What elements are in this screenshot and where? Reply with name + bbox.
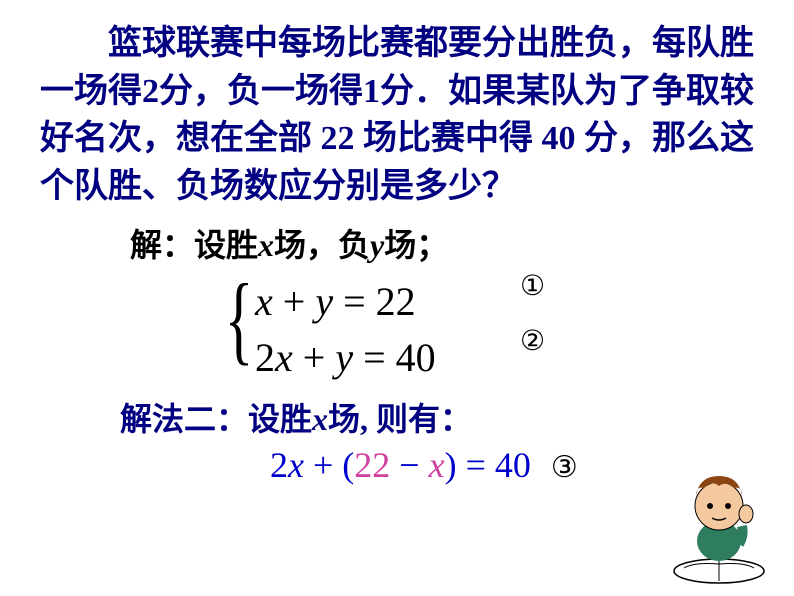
equation-2: 2x + y = 40	[255, 330, 754, 386]
eq3-22: 22	[354, 445, 390, 485]
eye-left-icon	[707, 503, 713, 509]
var-y: y	[370, 227, 384, 263]
eq2-coef: 2	[255, 335, 275, 380]
eq1-x: x	[255, 279, 273, 324]
sol2-prefix: 解法二：设胜	[120, 401, 312, 437]
sol2-suffix: 场, 则有：	[328, 401, 472, 437]
hand-icon	[739, 505, 753, 523]
eq3-plus-paren: + (	[304, 445, 354, 485]
label-2: ②	[520, 324, 545, 358]
eq2-plus: +	[303, 335, 336, 380]
eq3-rest: ) = 40	[445, 445, 531, 485]
equation-1: x + y = 22	[255, 274, 754, 330]
eq2-rhs: 40	[396, 335, 436, 380]
eq1-y: y	[315, 279, 333, 324]
eq3-minus: −	[390, 445, 428, 485]
eq2-y: y	[335, 335, 353, 380]
problem-text: 篮球联赛中每场比赛都要分出胜负，每队胜一场得2分，负一场得1分．如果某队为了争取…	[40, 20, 754, 210]
sol1-prefix: 解：设胜	[130, 227, 258, 263]
eq1-plus: +	[283, 279, 316, 324]
face-icon	[695, 482, 743, 530]
solution-one-setup: 解：设胜x场，负y场；	[130, 220, 754, 266]
eq3-xp: x	[429, 445, 445, 485]
sol1-mid: 场，负	[274, 227, 370, 263]
equation-system: { x + y = 22 2x + y = 40 ① ②	[230, 274, 754, 394]
solution-two-setup: 解法二：设胜x场, 则有：	[120, 394, 754, 440]
label-3: ③	[551, 451, 578, 484]
var-x: x	[258, 227, 274, 263]
eq1-eq: =	[343, 279, 376, 324]
sol2-var-x: x	[312, 401, 328, 437]
eq2-x: x	[275, 335, 293, 380]
sol1-suffix: 场；	[384, 227, 448, 263]
thinking-boy-icon	[664, 456, 774, 586]
label-1: ①	[520, 269, 545, 303]
left-brace: {	[225, 269, 254, 369]
arm-icon	[739, 526, 743, 544]
eq3-coef: 2x	[270, 445, 304, 485]
eq2-eq: =	[363, 335, 396, 380]
eye-right-icon	[725, 503, 731, 509]
eq1-rhs: 22	[376, 279, 416, 324]
